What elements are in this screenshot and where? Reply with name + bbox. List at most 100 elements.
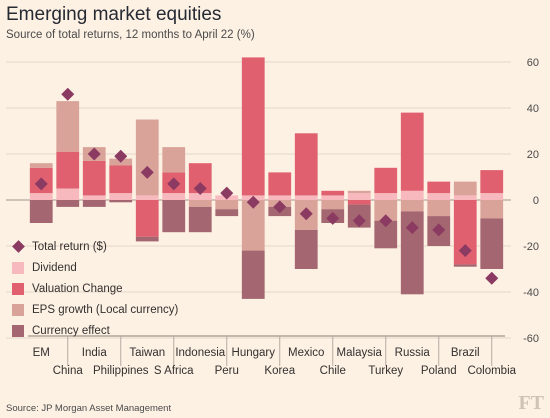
bar-dividend	[29, 193, 53, 200]
total-return-marker	[352, 214, 366, 228]
total-return-marker	[458, 244, 472, 258]
x-tick-label: China	[53, 365, 84, 377]
bar-eps	[162, 147, 186, 173]
bar-valuation	[56, 151, 80, 189]
bar-dividend	[82, 195, 106, 200]
bar-valuation	[321, 190, 345, 196]
bar-currency	[215, 209, 239, 217]
bar-valuation	[427, 181, 451, 194]
bar-dividend	[162, 193, 186, 200]
ft-logo: FT	[518, 392, 544, 414]
x-tick-label: Colombia	[467, 365, 516, 377]
bar-eps	[56, 101, 80, 152]
legend-swatch-icon	[12, 303, 24, 316]
legend-label: Dividend	[32, 261, 77, 274]
x-tick-label: Chile	[320, 365, 346, 377]
y-tick-label: 40	[527, 103, 539, 115]
legend-label: Valuation Change	[32, 282, 123, 295]
bar-dividend	[109, 193, 133, 200]
y-tick-label: -60	[523, 333, 539, 345]
x-tick-label: Indonesia	[175, 347, 225, 359]
bar-eps	[321, 200, 345, 210]
total-return-marker	[299, 207, 313, 221]
x-tick-label: Philippines	[93, 365, 149, 377]
legend-label: EPS growth (Local currency)	[32, 303, 179, 316]
legend-item-dividend: Dividend	[12, 257, 178, 278]
bar-eps	[135, 119, 159, 196]
bar-dividend	[427, 193, 451, 200]
total-return-marker	[485, 271, 499, 285]
total-return-marker	[34, 177, 48, 191]
bar-dividend	[188, 193, 212, 200]
bar-currency	[480, 218, 504, 269]
total-return-marker	[193, 182, 207, 195]
bar-valuation	[374, 167, 398, 194]
bar-currency	[82, 200, 106, 207]
bar-valuation	[82, 160, 106, 196]
bar-currency	[188, 206, 212, 233]
bar-valuation	[188, 163, 212, 194]
bar-dividend	[480, 193, 504, 200]
total-return-marker	[273, 200, 287, 214]
bar-eps	[215, 200, 239, 210]
bar-eps	[374, 200, 398, 221]
legend-swatch-icon	[12, 324, 24, 337]
bar-valuation	[135, 200, 159, 237]
bar-valuation	[347, 200, 371, 205]
legend-diamond-icon	[12, 240, 25, 253]
bar-currency	[453, 264, 477, 267]
legend-item-currency: Currency effect	[12, 320, 178, 341]
total-return-marker	[326, 211, 340, 225]
total-return-marker	[114, 149, 128, 163]
legend-item-total-return: Total return ($)	[12, 236, 178, 257]
bar-currency	[162, 200, 186, 233]
bar-dividend	[400, 190, 424, 200]
chart-subtitle: Source of total returns, 12 months to Ap…	[6, 29, 255, 41]
bar-dividend	[453, 195, 477, 200]
bar-eps	[400, 200, 424, 212]
bar-dividend	[321, 195, 345, 200]
bar-valuation	[109, 165, 133, 194]
x-tick-label: EM	[33, 347, 50, 359]
bar-valuation	[268, 172, 292, 196]
chart-legend: Total return ($) Dividend Valuation Chan…	[12, 236, 178, 341]
bar-eps	[427, 200, 451, 217]
chart-title: Emerging market equities	[6, 4, 222, 25]
bar-eps	[480, 200, 504, 219]
x-tick-label: Turkey	[368, 365, 403, 377]
y-tick-label: 60	[527, 57, 539, 69]
total-return-marker	[220, 186, 234, 200]
bar-valuation	[480, 170, 504, 194]
bar-currency	[374, 220, 398, 249]
bar-valuation	[294, 133, 318, 196]
x-tick-label: Malaysia	[337, 347, 383, 359]
legend-label: Total return ($)	[32, 240, 107, 253]
x-tick-label: Taiwan	[129, 347, 165, 359]
total-return-marker	[61, 87, 75, 101]
x-tick-label: Poland	[421, 365, 457, 377]
x-tick-label: India	[82, 347, 108, 359]
bar-dividend	[268, 195, 292, 200]
x-tick-label: Mexico	[288, 347, 324, 359]
bar-currency	[241, 250, 265, 299]
bar-currency	[400, 211, 424, 295]
bar-eps	[453, 181, 477, 196]
bar-eps	[29, 163, 53, 168]
x-tick-label: Russia	[395, 347, 431, 359]
total-return-marker	[432, 223, 446, 237]
y-tick-label: -40	[523, 287, 539, 299]
total-return-marker	[140, 165, 154, 179]
x-tick-label: Brazil	[451, 347, 480, 359]
bar-dividend	[374, 193, 398, 200]
y-tick-label: 20	[527, 149, 539, 161]
x-tick-label: Hungary	[232, 347, 276, 359]
bar-valuation	[400, 112, 424, 191]
legend-swatch-icon	[12, 282, 24, 295]
legend-item-valuation: Valuation Change	[12, 278, 178, 299]
x-tick-label: Korea	[264, 365, 295, 377]
total-return-marker	[405, 221, 419, 235]
y-tick-label: 0	[533, 195, 539, 207]
bar-valuation	[241, 57, 265, 196]
legend-item-eps: EPS growth (Local currency)	[12, 299, 178, 320]
bar-currency	[294, 229, 318, 269]
